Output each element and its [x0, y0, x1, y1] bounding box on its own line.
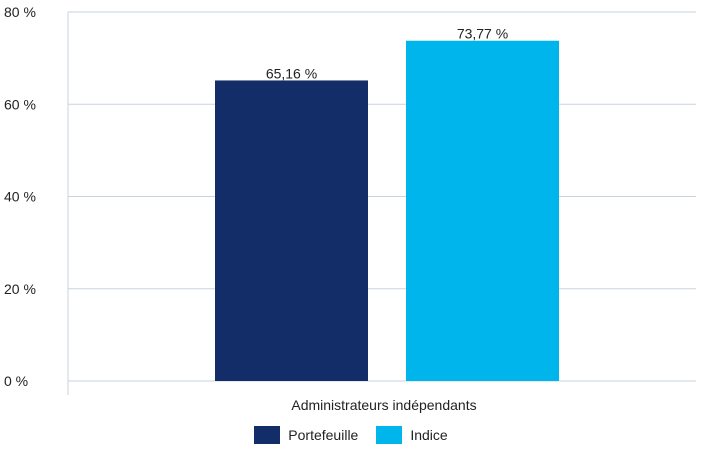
data-label-portefeuille: 65,16 %: [266, 65, 317, 81]
bar-portefeuille: [215, 80, 368, 382]
data-labels: 65,16 % 73,77 %: [266, 26, 508, 82]
y-tick-label: 40 %: [4, 189, 36, 205]
legend-label-indice: Indice: [410, 427, 448, 443]
legend-label-portefeuille: Portefeuille: [288, 427, 359, 443]
bar-indice: [406, 40, 559, 382]
legend-swatch-indice: [376, 426, 403, 444]
legend: Portefeuille Indice: [0, 426, 702, 444]
y-tick-label: 60 %: [4, 96, 36, 112]
gridlines: [68, 11, 696, 382]
legend-swatch-portefeuille: [254, 426, 281, 444]
legend-item-portefeuille: Portefeuille: [254, 426, 358, 444]
y-tick-label: 80 %: [4, 4, 36, 20]
y-axis: 0 % 20 % 40 % 60 % 80 %: [4, 4, 69, 395]
data-label-indice: 73,77 %: [457, 26, 508, 42]
bar-chart: 0 % 20 % 40 % 60 % 80 % 65,16 % 73,77 % Admin…: [4, 4, 696, 413]
y-tick-label: 20 %: [4, 281, 36, 297]
legend-item-indice: Indice: [376, 426, 448, 444]
x-category-label: Administrateurs indépendants: [291, 397, 476, 413]
bars: [215, 40, 559, 382]
y-tick-label: 0 %: [4, 373, 28, 389]
